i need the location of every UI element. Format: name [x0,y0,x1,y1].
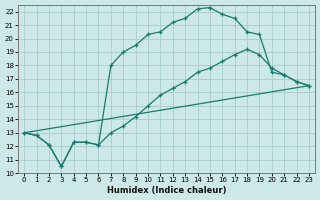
X-axis label: Humidex (Indice chaleur): Humidex (Indice chaleur) [107,186,226,195]
